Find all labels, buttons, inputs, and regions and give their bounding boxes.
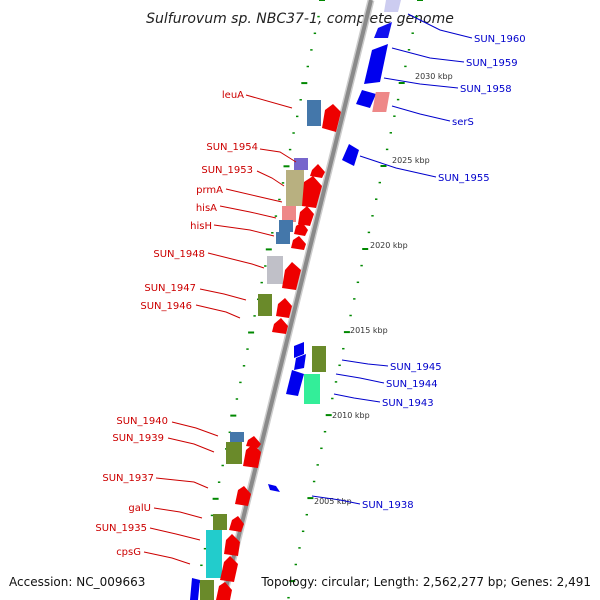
gene-label-prm-a[interactable]: prmA bbox=[196, 185, 223, 196]
feature-sun-1959[interactable] bbox=[364, 44, 388, 84]
feature-sun-1961[interactable] bbox=[374, 22, 392, 38]
left-labels: leuA SUN_1954 SUN_1953 prmA hisA hisH SU… bbox=[95, 90, 258, 558]
feature-sun-1944a[interactable] bbox=[294, 354, 306, 370]
scale-label: 2015 kbp bbox=[350, 326, 388, 335]
scale-labels: 2030 kbp 2025 kbp 2020 kbp 2015 kbp 2010… bbox=[314, 72, 453, 506]
gene-label-sun-1958[interactable]: SUN_1958 bbox=[460, 84, 512, 95]
feature-sun-1939-arrow[interactable] bbox=[243, 444, 261, 468]
feature-gal-u-arrow[interactable] bbox=[229, 516, 244, 532]
feature-sun-1948-arrow[interactable] bbox=[282, 262, 301, 290]
gene-label-sun-1945[interactable]: SUN_1945 bbox=[390, 362, 442, 373]
left-leaders bbox=[143, 94, 297, 565]
feature-bottom-2[interactable] bbox=[216, 582, 232, 600]
feature-sun-1945[interactable] bbox=[312, 346, 326, 372]
map-title: Sulfurovum sp. NBC37-1, complete genome bbox=[146, 11, 454, 27]
tick-marks bbox=[193, 0, 423, 600]
gene-label-his-h[interactable]: hisH bbox=[190, 221, 212, 232]
feature-sun-1935[interactable] bbox=[206, 530, 222, 578]
feature-gal-u[interactable] bbox=[213, 514, 227, 530]
gene-label-sun-1955[interactable]: SUN_1955 bbox=[438, 173, 490, 184]
feature-his-a-arrow[interactable] bbox=[298, 206, 314, 226]
feature-sun-1944[interactable] bbox=[304, 374, 320, 404]
gene-label-gal-u[interactable]: galU bbox=[128, 503, 151, 514]
gene-label-sun-1960[interactable]: SUN_1960 bbox=[474, 34, 526, 45]
feature-sun-1938[interactable] bbox=[268, 484, 280, 492]
feature-ser-s[interactable] bbox=[372, 92, 390, 112]
gene-label-sun-1954[interactable]: SUN_1954 bbox=[206, 142, 258, 153]
feature-sun-1940[interactable] bbox=[230, 432, 244, 442]
feature-prm-a[interactable] bbox=[302, 176, 322, 208]
feature-sun-1945a[interactable] bbox=[294, 342, 304, 358]
gene-label-his-a[interactable]: hisA bbox=[196, 203, 217, 214]
scale-label: 2010 kbp bbox=[332, 411, 370, 420]
feature-sun-1948[interactable] bbox=[267, 256, 283, 284]
gene-label-sun-1938[interactable]: SUN_1938 bbox=[362, 500, 414, 511]
scale-label: 2025 kbp bbox=[392, 156, 430, 165]
gene-label-ser-s[interactable]: serS bbox=[452, 117, 474, 128]
gene-label-sun-1959[interactable]: SUN_1959 bbox=[466, 58, 518, 69]
gene-label-sun-1939[interactable]: SUN_1939 bbox=[112, 433, 164, 444]
feature-sun-1939[interactable] bbox=[226, 442, 242, 464]
feature-sun-1943[interactable] bbox=[286, 370, 304, 396]
feature-bottom-3[interactable] bbox=[190, 578, 200, 600]
feature-his-h[interactable] bbox=[279, 220, 293, 232]
gene-label-sun-1943[interactable]: SUN_1943 bbox=[382, 398, 434, 409]
feature-bottom-1[interactable] bbox=[200, 580, 214, 600]
right-labels: SUN_1960 SUN_1959 SUN_1958 serS SUN_1955… bbox=[362, 34, 526, 511]
gene-label-cps-g[interactable]: cpsG bbox=[116, 547, 141, 558]
feature-cps-g[interactable] bbox=[220, 556, 238, 582]
gene-label-sun-1953[interactable]: SUN_1953 bbox=[201, 165, 253, 176]
feature-his-a[interactable] bbox=[282, 206, 296, 222]
feature-leu-a[interactable] bbox=[307, 100, 321, 126]
gene-label-sun-1946[interactable]: SUN_1946 bbox=[140, 301, 192, 312]
feature-sun-1955[interactable] bbox=[342, 144, 359, 166]
feature-sun-1940-arrow[interactable] bbox=[246, 436, 261, 448]
gene-label-sun-1937[interactable]: SUN_1937 bbox=[102, 473, 154, 484]
feature-sun-1960[interactable] bbox=[384, 0, 401, 12]
gene-label-sun-1940[interactable]: SUN_1940 bbox=[116, 416, 168, 427]
feature-sun-1946[interactable] bbox=[272, 318, 288, 334]
feature-sun-1947-arrow[interactable] bbox=[276, 298, 292, 318]
feature-sun-1935-arrow[interactable] bbox=[224, 534, 240, 556]
gene-label-sun-1948[interactable]: SUN_1948 bbox=[153, 249, 205, 260]
gene-label-sun-1947[interactable]: SUN_1947 bbox=[144, 283, 196, 294]
feature-his-x-arrow[interactable] bbox=[291, 236, 306, 250]
feature-his-x[interactable] bbox=[276, 232, 290, 244]
gene-label-sun-1944[interactable]: SUN_1944 bbox=[386, 379, 438, 390]
feature-sun-1958[interactable] bbox=[356, 90, 376, 108]
gene-label-sun-1935[interactable]: SUN_1935 bbox=[95, 523, 147, 534]
feature-sun-1937[interactable] bbox=[235, 486, 251, 506]
scale-label: 2030 kbp bbox=[415, 72, 453, 81]
right-leaders bbox=[311, 13, 473, 505]
topology-text: Topology: circular; Length: 2,562,277 bp… bbox=[260, 575, 591, 589]
feature-sun-1953-arrow[interactable] bbox=[310, 164, 325, 178]
accession-text: Accession: NC_009663 bbox=[9, 575, 145, 589]
feature-his-h-arrow[interactable] bbox=[294, 222, 308, 236]
feature-sun-1954[interactable] bbox=[294, 158, 308, 170]
feature-sun-1953[interactable] bbox=[286, 170, 304, 206]
gene-label-leu-a[interactable]: leuA bbox=[222, 90, 244, 101]
scale-label: 2020 kbp bbox=[370, 241, 408, 250]
scale-label: 2005 kbp bbox=[314, 497, 352, 506]
feature-track bbox=[190, 0, 401, 600]
feature-leu-a-arrow[interactable] bbox=[322, 104, 341, 132]
feature-sun-1947[interactable] bbox=[258, 294, 272, 316]
